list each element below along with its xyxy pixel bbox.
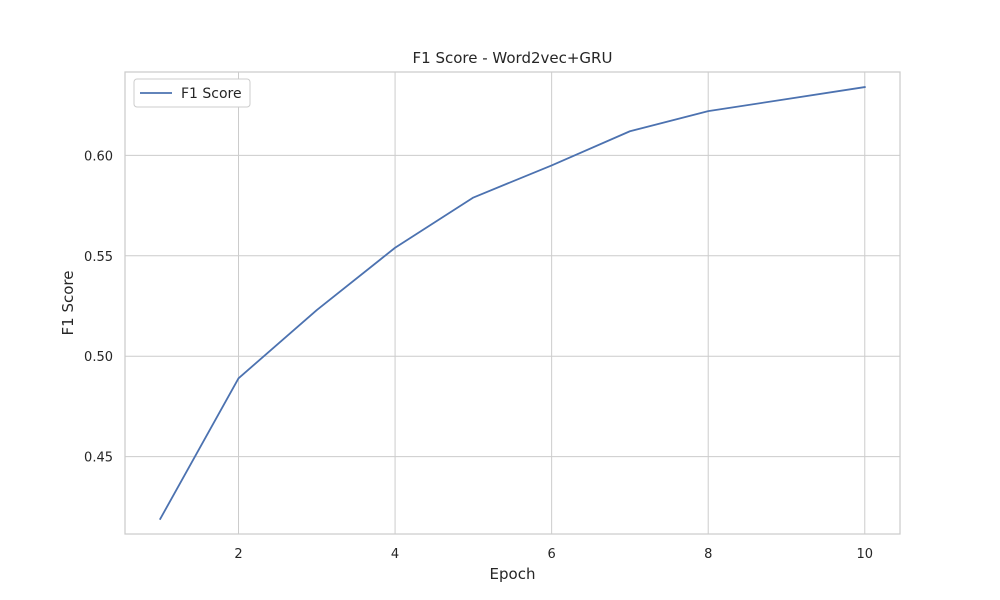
y-axis-title: F1 Score <box>59 271 77 336</box>
legend-box <box>133 78 251 108</box>
y-tick-label: 0.45 <box>84 451 113 466</box>
x-tick-label: 10 <box>856 547 873 562</box>
chart-title: F1 Score - Word2vec+GRU <box>413 49 613 67</box>
series-layer <box>159 86 866 521</box>
y-tick-labels: 0.45 0.50 0.55 0.60 <box>84 149 113 465</box>
legend: F1 Score <box>133 78 251 108</box>
grid-lines <box>125 72 900 534</box>
series-line-0 <box>159 86 866 521</box>
plot-frame <box>124 71 901 535</box>
y-tick-label: 0.55 <box>84 250 113 265</box>
x-tick-label: 4 <box>391 547 399 562</box>
x-tick-label: 8 <box>704 547 712 562</box>
y-tick-label: 0.50 <box>84 350 113 365</box>
x-axis-title: Epoch <box>490 565 536 583</box>
x-tick-labels: 2 4 6 8 10 <box>234 547 873 562</box>
x-tick-label: 2 <box>234 547 242 562</box>
x-tick-label: 6 <box>548 547 556 562</box>
legend-label: F1 Score <box>181 86 242 102</box>
y-tick-label: 0.60 <box>84 149 113 164</box>
